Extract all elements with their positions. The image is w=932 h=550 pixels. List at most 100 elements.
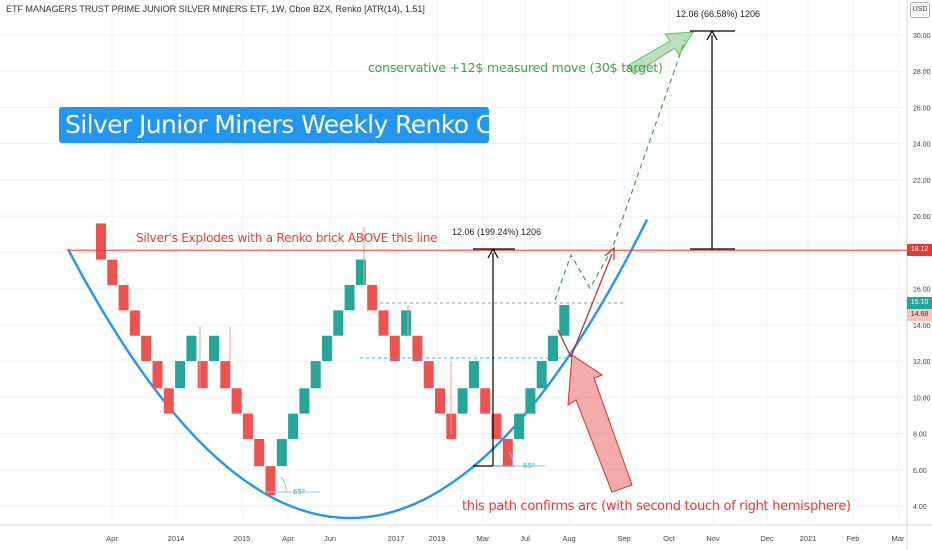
x-tick-label: 2021 bbox=[800, 534, 817, 543]
renko-brick bbox=[480, 388, 491, 414]
overlay-layer: 65º 65º bbox=[68, 29, 907, 496]
x-tick-label: Dec bbox=[760, 534, 774, 543]
y-tick-label: 16.00 bbox=[913, 287, 931, 294]
renko-brick bbox=[310, 361, 321, 389]
breakout-line-note: Silver's Explodes with a Renko brick ABO… bbox=[136, 231, 438, 245]
x-tick-label: Feb bbox=[847, 534, 860, 543]
angle-2-arc bbox=[508, 451, 514, 467]
path-line-up bbox=[570, 253, 613, 358]
renko-brick bbox=[412, 335, 423, 362]
renko-brick bbox=[129, 310, 140, 336]
renko-brick bbox=[163, 388, 174, 414]
measure-label-1: 12.06 (199.24%) 1206 bbox=[452, 227, 542, 237]
renko-brick bbox=[322, 335, 332, 362]
touch-arrow bbox=[567, 354, 633, 493]
chart-title: Silver Junior Miners Weekly Renko Chart bbox=[65, 110, 542, 139]
path-line-down bbox=[557, 329, 572, 358]
renko-brick bbox=[141, 335, 152, 362]
renko-brick bbox=[96, 223, 106, 260]
renko-brick bbox=[457, 388, 468, 414]
angle-2-label: 65º bbox=[523, 462, 535, 470]
x-tick-label: Mar bbox=[477, 534, 490, 543]
renko-brick bbox=[514, 413, 525, 439]
y-tick-label: 6.00 bbox=[913, 468, 927, 475]
renko-brick bbox=[220, 361, 231, 389]
renko-brick bbox=[389, 335, 400, 362]
x-tick-label: Sep bbox=[617, 534, 630, 543]
renko-brick bbox=[333, 310, 344, 336]
x-tick-label: 2014 bbox=[168, 534, 185, 543]
x-tick-label: Jun bbox=[324, 534, 336, 543]
renko-brick bbox=[254, 438, 265, 467]
renko-brick bbox=[344, 284, 355, 311]
y-tick-label: 12.00 bbox=[913, 359, 931, 366]
x-tick-label: Apr bbox=[106, 534, 118, 543]
renko-brick bbox=[209, 335, 219, 362]
x-tick-label: Nov bbox=[706, 534, 720, 543]
measure-label-2: 12.06 (66.58%) 1206 bbox=[676, 9, 761, 19]
renko-brick bbox=[401, 310, 412, 336]
renko-brick bbox=[186, 335, 197, 362]
renko-brick bbox=[355, 259, 366, 285]
measure-1-arrowhead bbox=[487, 247, 499, 259]
x-tick-label: Aug bbox=[562, 534, 575, 543]
measure-2-arrowhead bbox=[706, 29, 718, 41]
x-tick-label: Jul bbox=[520, 534, 530, 543]
renko-brick bbox=[175, 361, 186, 389]
renko-brick bbox=[502, 438, 513, 467]
x-tick-label: 2015 bbox=[234, 534, 251, 543]
renko-brick bbox=[107, 259, 118, 285]
conservative-target-note: conservative +12$ measured move (30$ tar… bbox=[368, 60, 663, 75]
renko-brick bbox=[559, 304, 570, 336]
renko-brick bbox=[435, 388, 445, 414]
target-arrow bbox=[626, 31, 694, 75]
y-tick-label: 24.00 bbox=[913, 142, 931, 149]
bricks-layer bbox=[96, 223, 570, 496]
price-tag-line: 18.12 bbox=[907, 244, 932, 256]
price-tag-prev: 14.68 bbox=[907, 309, 932, 321]
renko-brick bbox=[536, 361, 547, 389]
renko-brick bbox=[525, 388, 536, 414]
x-tick-label: Oct bbox=[663, 534, 676, 543]
renko-brick bbox=[491, 413, 502, 439]
angle-1-label: 65º bbox=[293, 488, 305, 496]
y-tick-label: 4.00 bbox=[913, 504, 927, 511]
target-projection bbox=[554, 39, 686, 301]
y-tick-label: 26.00 bbox=[913, 105, 931, 112]
renko-brick bbox=[276, 438, 287, 467]
renko-brick bbox=[118, 284, 129, 311]
renko-brick bbox=[265, 466, 276, 496]
currency-badge[interactable]: USD bbox=[910, 2, 930, 18]
renko-brick bbox=[367, 284, 378, 311]
y-tick-label: 22.00 bbox=[913, 178, 931, 185]
renko-brick bbox=[378, 310, 389, 336]
x-tick-label: 2017 bbox=[388, 534, 405, 543]
renko-brick bbox=[288, 413, 299, 439]
path-confirms-note: this path confirms arc (with second touc… bbox=[462, 499, 851, 514]
chart-title-box: Silver Junior Miners Weekly Renko Chart bbox=[59, 107, 542, 143]
y-tick-label: 20.00 bbox=[913, 214, 931, 221]
renko-brick bbox=[231, 388, 242, 414]
renko-brick bbox=[242, 413, 253, 439]
renko-brick bbox=[299, 388, 310, 414]
y-tick-label: 28.00 bbox=[913, 69, 931, 76]
renko-brick bbox=[468, 361, 479, 389]
x-tick-label: Mar bbox=[892, 534, 905, 543]
renko-brick bbox=[152, 361, 163, 389]
renko-brick bbox=[423, 361, 434, 389]
y-tick-label: 10.00 bbox=[913, 395, 931, 402]
renko-brick bbox=[197, 361, 208, 389]
x-tick-label: 2019 bbox=[429, 534, 446, 543]
symbol-header: ETF MANAGERS TRUST PRIME JUNIOR SILVER M… bbox=[6, 4, 425, 14]
price-tag-last: 15.10 bbox=[907, 297, 932, 309]
y-tick-label: 14.00 bbox=[913, 323, 931, 330]
path-arrowhead bbox=[604, 246, 615, 260]
angle-1-arc bbox=[280, 476, 287, 493]
y-tick-label: 30.00 bbox=[913, 33, 931, 40]
x-axis: Apr 2014 2015 Apr Jun 2017 2019 Mar Jul Aug Sep Oct… bbox=[106, 534, 905, 543]
y-axis: 30.0028.0026.0024.0022.0020.0018.0016.00… bbox=[913, 33, 931, 511]
x-tick-label: Apr bbox=[282, 534, 294, 543]
y-tick-label: 8.00 bbox=[913, 432, 927, 439]
